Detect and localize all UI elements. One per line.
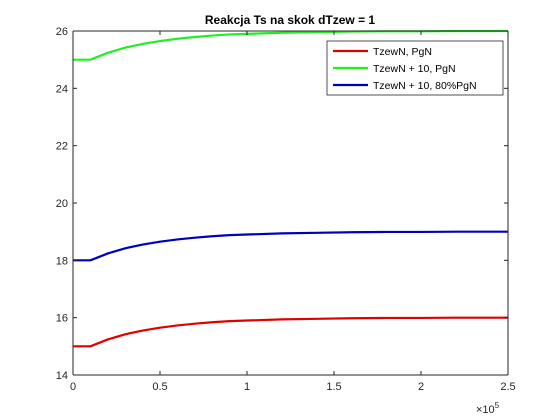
x-exponent-label: ×105 — [476, 401, 500, 416]
legend-label-2: TzewN + 10, PgN — [373, 63, 456, 75]
x-exponent-power: 5 — [495, 401, 500, 410]
y-tick-label: 26 — [56, 26, 68, 38]
legend-label-1: TzewN, PgN — [373, 46, 432, 58]
series-line-3 — [73, 230, 508, 262]
y-tick-label: 24 — [56, 83, 68, 95]
y-tick-label: 14 — [56, 370, 68, 382]
y-tick-label: 16 — [56, 313, 68, 325]
x-tick-label: 0 — [70, 381, 76, 393]
x-tick-label: 1.5 — [326, 381, 341, 393]
series-line-1 — [73, 316, 508, 348]
x-tick-label: 2.5 — [500, 381, 515, 393]
x-ticks: 0 0.5 1 1.5 2 2.5 — [70, 31, 516, 393]
chart-title: Reakcja Ts na skok dTzew = 1 — [205, 13, 376, 27]
legend-label-3: TzewN + 10, 80%PgN — [373, 80, 477, 92]
y-tick-label: 22 — [56, 141, 68, 153]
x-tick-label: 2 — [418, 381, 424, 393]
legend: TzewN, PgN TzewN + 10, PgN TzewN + 10, 80%… — [326, 40, 504, 96]
y-tick-label: 18 — [56, 255, 68, 267]
y-tick-label: 20 — [56, 198, 68, 210]
x-exponent-base: ×10 — [476, 404, 495, 416]
x-tick-label: 0.5 — [152, 381, 167, 393]
x-tick-label: 1 — [244, 381, 250, 393]
y-ticks: 14 16 18 20 22 24 26 — [56, 26, 508, 382]
